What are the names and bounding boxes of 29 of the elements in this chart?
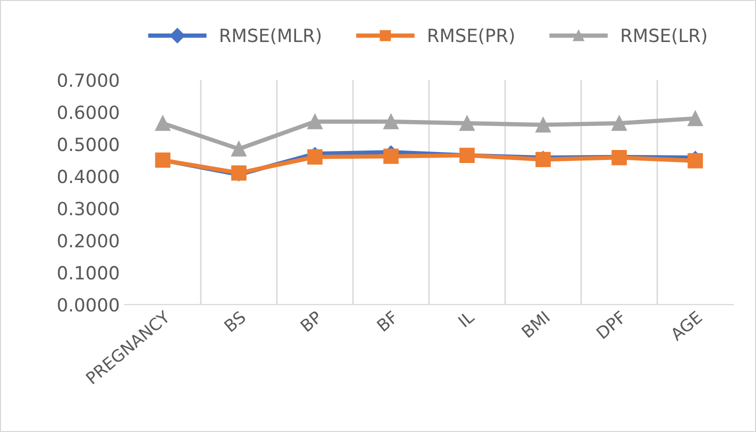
y-tick-label: 0.5000 [58,138,119,152]
x-tick-label: BS [224,310,246,332]
point [459,116,475,131]
legend-label: RMSE(MLR) [220,28,321,44]
legend-label: RMSE(LR) [622,28,706,44]
point [383,148,399,164]
y-tick-label: 0.2000 [58,234,119,248]
point [231,165,246,181]
y-tick-label: 0.1000 [58,266,119,280]
point [536,117,551,132]
point [155,116,170,131]
x-tick-label: BMI [521,310,550,338]
point [612,116,627,131]
x-tick-label: IL [458,310,476,328]
x-tick-label: BP [300,310,323,332]
y-tick-label: 0.4000 [58,170,119,184]
legend-label: RMSE(PR) [428,28,514,44]
point [536,152,551,168]
point [383,114,399,130]
point [307,149,323,165]
point [688,153,703,168]
y-tick-label: 0.3000 [58,202,119,216]
y-tick-label: 0.0000 [58,298,119,312]
y-tick-label: 0.6000 [58,105,119,120]
point [231,141,246,157]
point [307,114,323,130]
y-tick-label: 0.7000 [58,73,119,88]
x-tick-label: BF [376,310,398,332]
point [688,110,703,126]
